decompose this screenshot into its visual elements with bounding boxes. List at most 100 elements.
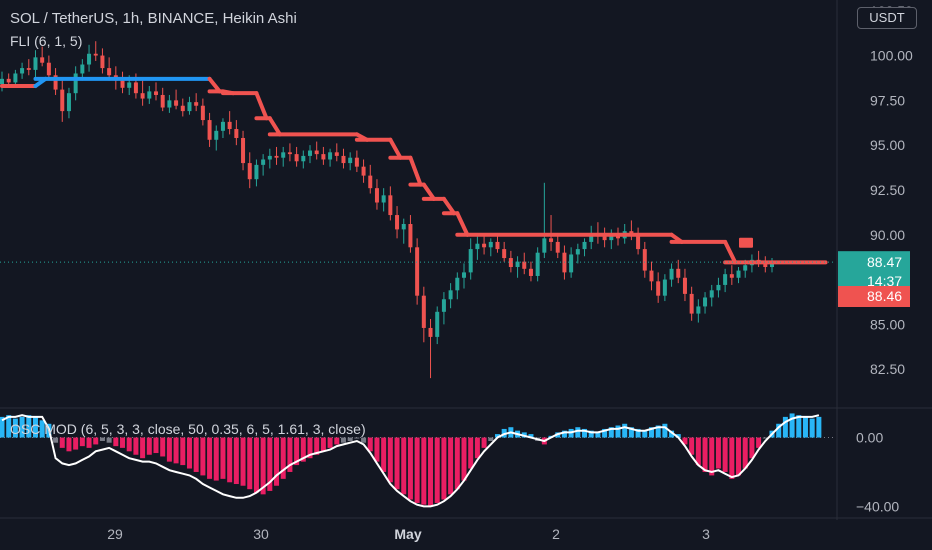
candle-body [528, 268, 533, 276]
candle-body [428, 327, 433, 337]
trailing-stop-transition [388, 137, 403, 160]
trailing-stop-transition [408, 155, 423, 187]
candle-body [154, 91, 158, 95]
osc-histogram-bar [120, 437, 126, 448]
osc-histogram-bar [354, 437, 360, 439]
time-axis-tick: 30 [253, 526, 269, 542]
osc-histogram-bar [796, 415, 802, 438]
candle-body [33, 57, 38, 70]
candle-body [133, 82, 138, 94]
candle-body [321, 154, 326, 160]
candle-body [569, 254, 574, 273]
candle-body [174, 100, 179, 106]
candle-body [448, 290, 453, 300]
osc-histogram-bar [287, 437, 293, 472]
candle-body [723, 274, 728, 285]
osc-histogram-bar [528, 434, 534, 438]
candle-body [488, 241, 493, 248]
time-axis-tick: May [394, 526, 421, 542]
candle-body [374, 188, 379, 203]
osc-histogram-bar [220, 437, 226, 479]
candle-body [127, 82, 132, 88]
osc-histogram-bar [233, 437, 239, 485]
candle-body [589, 232, 594, 242]
osc-histogram-bar [468, 437, 474, 469]
osc-histogram-bar [782, 416, 788, 438]
osc-histogram-bar [709, 437, 715, 476]
osc-axis-tick: −40.00 [856, 498, 899, 514]
trailing-stop-transition [421, 182, 436, 201]
osc-histogram-bar [561, 430, 567, 438]
osc-histogram-bar [742, 437, 748, 469]
candle-body [294, 154, 299, 162]
candle-body [421, 295, 426, 328]
trail-value-label: 88.46 [867, 288, 902, 304]
osc-histogram-bar [73, 437, 79, 450]
osc-histogram-bar [334, 437, 340, 445]
time-axis-tick: 29 [107, 526, 123, 542]
indicator-legend-fli[interactable]: FLI (6, 1, 5) [10, 33, 83, 49]
candle-body [462, 272, 466, 278]
candle-body [495, 241, 500, 250]
osc-axis-tick: 0.00 [856, 430, 883, 446]
osc-histogram-bar [635, 428, 641, 438]
trailing-stop-transition [207, 76, 222, 94]
candle-body [482, 243, 487, 248]
candle-body [515, 261, 520, 268]
candle-body [549, 238, 554, 242]
osc-histogram-bar [207, 437, 213, 479]
osc-histogram-bar [86, 437, 92, 448]
price-axis-tick: 90.00 [870, 227, 905, 243]
osc-histogram-bar [253, 437, 259, 493]
osc-histogram-bar [702, 437, 708, 472]
osc-histogram-bar [166, 437, 172, 462]
signal-marker [739, 237, 753, 248]
candle-body [214, 130, 219, 140]
osc-histogram-bar [113, 437, 119, 447]
candle-body [46, 62, 51, 76]
candle-body [140, 93, 145, 99]
candle-body [575, 249, 580, 255]
indicator-legend-osc[interactable]: OSC MOD (6, 5, 3, 3, close, 50, 0.35, 6,… [10, 421, 366, 437]
osc-histogram-bar [488, 437, 494, 441]
osc-histogram-bar [802, 416, 808, 438]
candle-body [194, 102, 199, 106]
osc-histogram-bar [461, 437, 467, 481]
osc-histogram-bar [294, 437, 300, 466]
osc-histogram-bar [756, 437, 762, 448]
osc-histogram-bar [320, 437, 326, 452]
osc-histogram-bar [622, 423, 628, 438]
candle-body [348, 157, 353, 164]
osc-histogram-bar [0, 416, 5, 438]
currency-button[interactable]: USDT [857, 7, 917, 29]
trailing-stop-transition [441, 196, 456, 216]
candle-body [0, 78, 4, 85]
candle-body [696, 306, 701, 314]
osc-line [1, 414, 820, 508]
osc-histogram-bar [280, 437, 286, 479]
osc-histogram-bar [682, 437, 688, 445]
candle-body [247, 163, 252, 180]
osc-histogram-bar [300, 437, 306, 462]
candle-body [53, 75, 58, 90]
osc-histogram-bar [722, 437, 728, 472]
candle-body [120, 80, 125, 88]
osc-histogram-bar [809, 418, 815, 438]
candle-body [60, 89, 65, 112]
last-price-label: 88.47 [867, 254, 902, 270]
osc-histogram-bar [695, 437, 701, 466]
candle-body [234, 129, 239, 138]
candle-body [20, 68, 25, 74]
candle-body [40, 57, 45, 63]
candle-body [555, 241, 560, 253]
candle-body [66, 93, 71, 112]
osc-histogram-bar [675, 434, 681, 438]
osc-histogram-bar [394, 437, 400, 490]
candle-body [180, 105, 185, 112]
osc-histogram-bar [66, 437, 72, 452]
candle-body [475, 243, 480, 250]
candle-body [287, 152, 292, 155]
osc-histogram-bar [588, 430, 594, 438]
candle-body [636, 234, 641, 250]
